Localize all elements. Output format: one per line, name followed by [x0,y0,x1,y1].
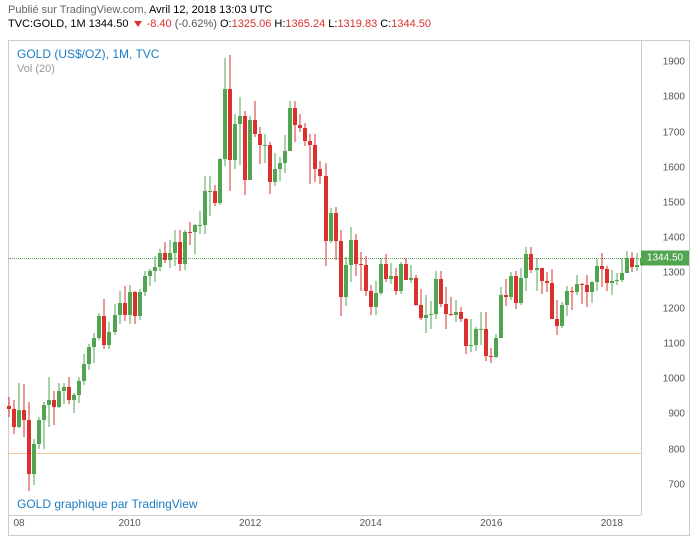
h-label: H: [274,18,285,30]
x-tick: 2014 [360,518,382,529]
y-tick: 1600 [663,162,685,173]
y-tick: 1100 [663,338,685,349]
reference-line [9,453,641,454]
y-tick: 1500 [663,198,685,209]
published-label: Publié sur TradingView.com, [8,4,147,16]
down-arrow-icon [134,21,142,27]
c-value: 1344.50 [391,18,431,30]
y-tick: 1200 [663,303,685,314]
header-date: Avril 12, 2018 13:03 UTC [149,4,272,16]
y-tick: 1300 [663,268,685,279]
y-axis: 700 800 900 1000 1100 1200 1300 1400 1500 1600 170… [641,41,689,515]
candlestick-series [9,41,641,515]
plot-area[interactable]: GOLD (US$/OZ), 1M, TVC Vol (20) GOLD gra… [9,41,641,515]
header-line: Publié sur TradingView.com, Avril 12, 20… [0,0,698,18]
y-tick: 700 [668,479,685,490]
chart-title: GOLD (US$/OZ), 1M, TVC [17,47,159,61]
y-tick: 1900 [663,57,685,68]
l-value: 1319.83 [337,18,377,30]
y-tick: 1800 [663,92,685,103]
quote-line: TVC:GOLD, 1M 1344.50 -8.40 (-0.62%) O:13… [0,18,698,34]
change: -8.40 [147,18,172,30]
change-pct: (-0.62%) [175,18,217,30]
y-tick: 1700 [663,127,685,138]
volume-label: Vol (20) [17,63,55,75]
chart-container[interactable]: GOLD (US$/OZ), 1M, TVC Vol (20) GOLD gra… [8,40,690,536]
price-tag: 1344.50 [641,250,689,265]
attribution-link[interactable]: GOLD graphique par TradingView [17,497,198,511]
y-tick: 900 [668,409,685,420]
symbol: TVC:GOLD, 1M [8,18,86,30]
h-value: 1365.24 [285,18,325,30]
c-label: C: [380,18,391,30]
x-tick: 08 [13,518,24,529]
x-tick: 2016 [480,518,502,529]
o-label: O: [220,18,232,30]
y-tick: 1000 [663,374,685,385]
last-price: 1344.50 [89,18,129,30]
x-tick: 2012 [239,518,261,529]
x-tick: 2010 [118,518,140,529]
x-axis: 08 2010 2012 2014 2016 2018 [9,515,641,535]
y-tick: 800 [668,444,685,455]
y-tick: 1400 [663,233,685,244]
x-tick: 2018 [601,518,623,529]
o-value: 1325.06 [232,18,272,30]
